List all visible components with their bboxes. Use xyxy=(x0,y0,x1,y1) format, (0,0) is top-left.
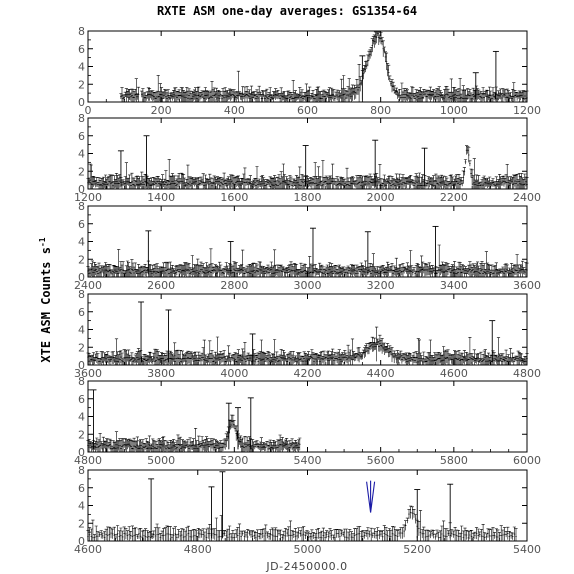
y-tick-label: 6 xyxy=(78,43,85,56)
x-tick-label: 2200 xyxy=(440,191,468,204)
y-tick-label: 4 xyxy=(78,61,85,74)
data-series xyxy=(86,301,529,365)
x-tick-label: 5400 xyxy=(294,454,322,467)
x-tick-label: 4400 xyxy=(367,367,395,380)
data-series xyxy=(86,135,529,189)
x-tick-label: 5400 xyxy=(513,543,541,556)
x-tick-label: 5000 xyxy=(294,543,322,556)
y-axis-title: XTE ASM Counts s-1 xyxy=(38,237,53,362)
y-tick-label: 8 xyxy=(78,288,85,301)
y-tick-label: 6 xyxy=(78,482,85,495)
x-tick-label: 1200 xyxy=(74,191,102,204)
y-tick-label: 2 xyxy=(78,165,85,178)
y-tick-label: 6 xyxy=(78,306,85,319)
y-axis-label: XTE ASM Counts s xyxy=(39,247,53,363)
x-tick-label: 5600 xyxy=(367,454,395,467)
x-tick-label: 4800 xyxy=(513,367,541,380)
panel-4: 3600 3800 4000 4200 4400 4600 4800 0 2 4 6 8 xyxy=(74,288,541,380)
x-tick-label: 6000 xyxy=(513,454,541,467)
y-tick-label: 8 xyxy=(78,112,85,125)
x-tick-label: 2000 xyxy=(367,191,395,204)
panel-3: 2400 2600 2800 3000 3200 3400 3600 0 2 4 6 8 xyxy=(74,200,541,292)
x-tick-label: 4600 xyxy=(74,543,102,556)
x-tick-label: 4800 xyxy=(184,543,212,556)
y-tick-label: 2 xyxy=(78,428,85,441)
x-tick-label: 4800 xyxy=(74,454,102,467)
x-tick-label: 1800 xyxy=(294,191,322,204)
x-tick-label: 3800 xyxy=(147,367,175,380)
y-tick-label: 0 xyxy=(78,183,85,196)
x-tick-label: 800 xyxy=(370,104,391,117)
y-tick-label: 4 xyxy=(78,324,85,337)
y-tick-label: 0 xyxy=(78,535,85,548)
x-tick-label: 2400 xyxy=(74,279,102,292)
x-tick-label: 2600 xyxy=(147,279,175,292)
error-bars xyxy=(86,414,302,452)
y-tick-label: 8 xyxy=(78,25,85,38)
x-tick-label: 0 xyxy=(85,104,92,117)
x-tick-label: 1000 xyxy=(440,104,468,117)
y-tick-label: 0 xyxy=(78,96,85,109)
y-tick-label: 2 xyxy=(78,341,85,354)
x-tick-label: 1400 xyxy=(147,191,175,204)
y-tick-label: 4 xyxy=(78,500,85,513)
x-tick-label: 4600 xyxy=(440,367,468,380)
y-tick-label: 6 xyxy=(78,218,85,231)
x-tick-label: 3000 xyxy=(294,279,322,292)
data-series xyxy=(119,31,529,102)
chart-title: RXTE ASM one-day averages: GS1354-64 xyxy=(157,4,417,18)
x-tick-label: 3200 xyxy=(367,279,395,292)
x-axis-label: JD-2450000.0 xyxy=(265,560,347,573)
y-tick-label: 8 xyxy=(78,464,85,477)
x-tick-label: 600 xyxy=(297,104,318,117)
x-tick-label: 4200 xyxy=(294,367,322,380)
x-tick-label: 3600 xyxy=(74,367,102,380)
error-bars xyxy=(86,145,529,189)
x-tick-label: 5000 xyxy=(147,454,175,467)
arrow-marker xyxy=(366,480,376,513)
data-series xyxy=(86,471,518,541)
error-bars xyxy=(119,31,529,102)
data-series xyxy=(86,389,302,452)
y-tick-label: 8 xyxy=(78,200,85,213)
panel-2: 1200 1400 1600 1800 2000 2200 2400 0 2 4 6 8 xyxy=(74,112,541,204)
x-tick-label: 5200 xyxy=(220,454,248,467)
y-tick-label: 2 xyxy=(78,78,85,91)
error-bars xyxy=(86,244,529,277)
data-series xyxy=(86,225,529,277)
y-tick-label: 4 xyxy=(78,236,85,249)
x-tick-label: 5800 xyxy=(440,454,468,467)
x-tick-label: 1200 xyxy=(513,104,541,117)
panel-frame xyxy=(87,469,528,542)
svg-text:XTE ASM Counts s-1: XTE ASM Counts s-1 xyxy=(38,237,53,362)
x-tick-label: 400 xyxy=(224,104,245,117)
x-tick-label: 1600 xyxy=(220,191,248,204)
error-bars xyxy=(86,326,529,365)
y-tick-label: 2 xyxy=(78,253,85,266)
x-tick-label: 200 xyxy=(151,104,172,117)
x-tick-label: 3400 xyxy=(440,279,468,292)
y-tick-label: 6 xyxy=(78,393,85,406)
y-tick-label: 4 xyxy=(78,411,85,424)
y-tick-label: 2 xyxy=(78,517,85,530)
panel-6: 4600 4800 5000 5200 5400 0 2 4 6 8 xyxy=(74,464,541,556)
x-tick-label: 2800 xyxy=(220,279,248,292)
y-tick-label: 4 xyxy=(78,148,85,161)
y-tick-label: 0 xyxy=(78,271,85,284)
error-bars xyxy=(86,505,518,541)
x-tick-label: 2400 xyxy=(513,191,541,204)
y-tick-label: 6 xyxy=(78,130,85,143)
x-tick-label: 5200 xyxy=(403,543,431,556)
x-tick-label: 4000 xyxy=(220,367,248,380)
panel-5: 4800 5000 5200 5400 5600 5800 6000 0 2 4 6 8 xyxy=(74,375,541,467)
x-tick-label: 3600 xyxy=(513,279,541,292)
y-tick-label: 0 xyxy=(78,446,85,459)
y-tick-label: 0 xyxy=(78,359,85,372)
y-axis-label-exponent: -1 xyxy=(38,237,47,247)
y-tick-label: 8 xyxy=(78,375,85,388)
